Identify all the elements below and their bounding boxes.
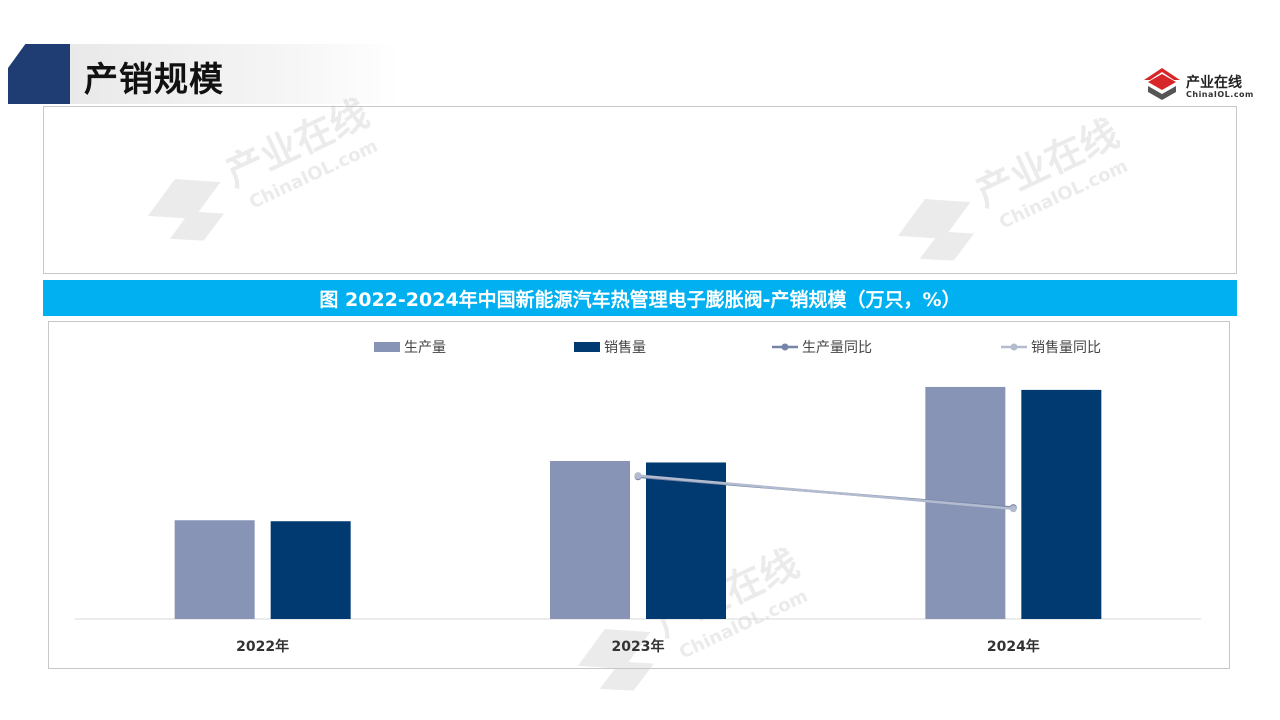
- point-sales-yoy-0: [634, 472, 642, 480]
- chart-frame: 2022年 2023年 2024年 生产量 销售量 生产量同比 销售量同比: [48, 321, 1230, 669]
- bar-production-1: [550, 461, 630, 619]
- legend-swatch-1: [574, 342, 600, 352]
- point-sales-yoy-1: [1009, 505, 1017, 513]
- legend-label-0: 生产量: [404, 340, 446, 356]
- logo-subtitle: ChinaIOL.com: [1186, 90, 1254, 99]
- x-tick-label: 2024年: [987, 638, 1040, 655]
- page-title: 产销规模: [84, 60, 224, 100]
- chart-title-banner: 图 2022-2024年中国新能源汽车热管理电子膨胀阀-产销规模（万只，%）: [43, 280, 1237, 316]
- line-sales-yoy: [637, 474, 1014, 511]
- bar-sales-0: [270, 521, 351, 619]
- legend-label-1: 销售量: [604, 340, 646, 356]
- x-tick-label: 2023年: [612, 638, 665, 655]
- summary-text-box: [43, 106, 1237, 274]
- chinaiol-logo: 产业在线 ChinaIOL.com: [1140, 66, 1260, 106]
- legend-marker-3: [1010, 343, 1018, 351]
- bar-production-0: [174, 520, 255, 619]
- legend-label-2: 生产量同比: [802, 340, 872, 356]
- header-bar: [70, 44, 400, 104]
- bar-sales-1: [646, 462, 726, 619]
- legend-label-3: 销售量同比: [1031, 340, 1101, 356]
- x-tick-label: 2022年: [236, 638, 289, 655]
- header-accent: [8, 44, 70, 104]
- legend-swatch-0: [374, 342, 400, 352]
- legend-marker-2: [781, 343, 789, 351]
- production-sales-chart: 2022年 2023年 2024年 生产量 销售量 生产量同比 销售量同比: [75, 340, 1201, 655]
- logo-house-icon: [1144, 68, 1180, 100]
- logo-name: 产业在线: [1186, 75, 1242, 91]
- bar-sales-2: [1021, 389, 1102, 619]
